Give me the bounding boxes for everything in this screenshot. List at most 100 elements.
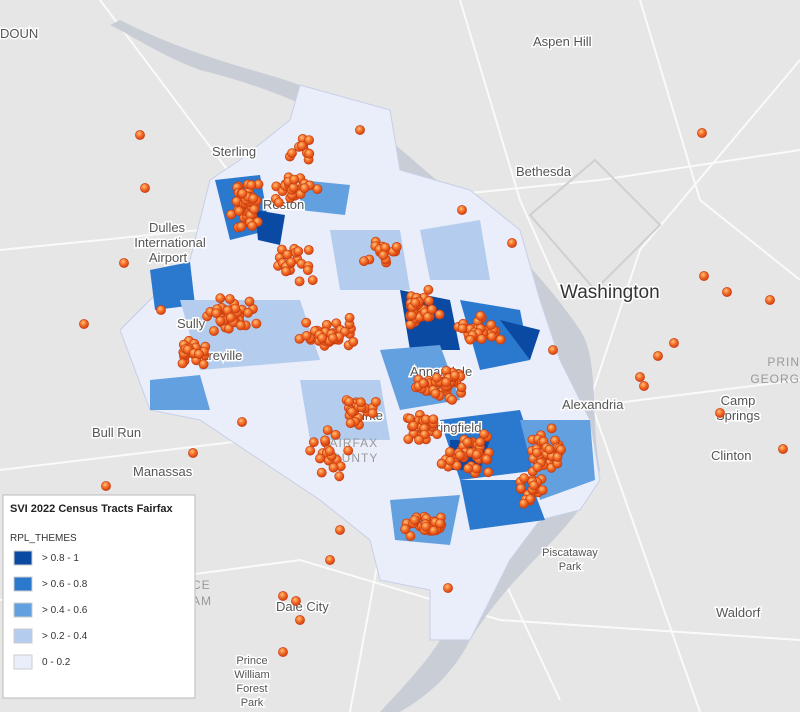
point — [431, 372, 442, 383]
legend-label: 0 - 0.2 — [42, 657, 71, 668]
point — [330, 429, 341, 440]
point — [294, 276, 305, 287]
point — [278, 647, 288, 657]
point — [235, 320, 246, 331]
point — [215, 315, 226, 326]
place-label: Bull Run — [92, 425, 141, 440]
point — [299, 183, 310, 194]
point — [247, 220, 258, 231]
point — [715, 408, 725, 418]
point — [327, 333, 338, 344]
point — [405, 531, 416, 541]
point — [516, 483, 526, 494]
point — [335, 525, 345, 535]
point — [359, 256, 369, 267]
point — [251, 318, 262, 329]
point — [297, 140, 307, 151]
point — [215, 293, 226, 304]
legend-swatch — [13, 550, 33, 566]
point — [135, 130, 145, 140]
point — [316, 467, 327, 478]
point — [243, 307, 253, 318]
point — [236, 221, 247, 232]
point — [188, 448, 198, 458]
point — [287, 148, 297, 158]
point — [447, 394, 457, 405]
point — [529, 480, 539, 491]
place-label: Aspen Hill — [533, 34, 592, 49]
point — [408, 420, 419, 431]
place-label: DOUN — [0, 26, 38, 41]
point — [308, 437, 319, 448]
point — [249, 204, 259, 215]
point — [449, 370, 460, 381]
point — [445, 455, 456, 466]
point — [355, 125, 365, 135]
point — [304, 135, 314, 145]
point — [546, 423, 557, 434]
point — [722, 287, 732, 297]
place-label: Camp Springs — [716, 393, 761, 423]
point — [273, 197, 284, 208]
point — [410, 297, 421, 308]
point — [430, 388, 441, 399]
point — [246, 180, 257, 190]
point — [428, 525, 439, 536]
point — [177, 358, 188, 369]
place-label: Sterling — [212, 144, 256, 159]
point — [778, 444, 788, 454]
point — [457, 323, 468, 334]
legend: SVI 2022 Census Tracts Fairfax RPL_THEME… — [2, 494, 196, 699]
point — [344, 396, 354, 407]
point — [445, 446, 455, 457]
point — [697, 128, 707, 138]
point — [345, 418, 356, 428]
place-label: Washington — [560, 282, 660, 303]
point — [423, 284, 434, 295]
place-label: Prince William Forest Park — [234, 655, 269, 709]
point — [320, 435, 330, 446]
point — [328, 462, 339, 473]
point — [391, 241, 402, 252]
point — [639, 381, 649, 391]
point — [428, 414, 439, 425]
point — [378, 250, 389, 261]
point — [198, 359, 209, 370]
point — [507, 238, 517, 248]
point — [436, 458, 447, 469]
point — [653, 351, 663, 361]
place-label: PRIN GEORG — [750, 355, 800, 386]
point — [441, 377, 451, 388]
place-label: Sully — [177, 316, 206, 331]
legend-swatch — [13, 602, 33, 618]
point — [291, 596, 301, 606]
point — [224, 294, 235, 304]
point — [346, 406, 357, 417]
point — [289, 174, 300, 185]
point — [370, 396, 381, 407]
point — [483, 467, 494, 478]
point — [140, 183, 150, 193]
place-label: Dulles International Airport — [134, 220, 206, 265]
point — [465, 334, 476, 345]
point — [544, 444, 555, 455]
point — [303, 245, 314, 255]
point — [281, 266, 291, 277]
place-label: Dale City — [276, 599, 329, 614]
point — [434, 309, 445, 320]
point — [532, 447, 542, 458]
point — [420, 521, 431, 532]
point — [101, 481, 111, 491]
point — [476, 334, 487, 344]
point — [286, 257, 296, 268]
point — [443, 583, 453, 593]
point — [463, 463, 473, 474]
legend-label: > 0.6 - 0.8 — [42, 579, 88, 590]
point — [244, 296, 255, 307]
point — [471, 449, 482, 460]
legend-field: RPL_THEMES — [10, 533, 77, 544]
point — [343, 445, 354, 456]
legend-label: > 0.4 - 0.6 — [42, 605, 88, 616]
place-label: Waldorf — [716, 605, 761, 620]
